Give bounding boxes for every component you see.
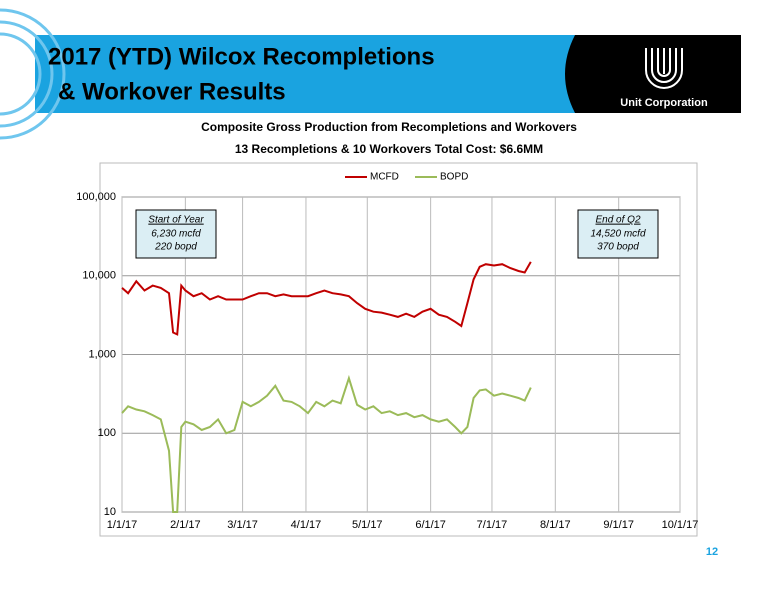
annotation-text: 14,520 mcfd: [590, 229, 645, 240]
y-tick-label: 10: [104, 506, 116, 518]
y-tick-label: 100: [98, 427, 116, 439]
legend-label: BOPD: [440, 172, 468, 183]
y-tick-label: 1,000: [88, 348, 116, 360]
annotation-text: 220 bopd: [154, 242, 197, 253]
page-number: 12: [706, 546, 718, 558]
logo-mark: [645, 48, 683, 89]
series-line: [121, 261, 532, 336]
slide-title: 2017 (YTD) Wilcox Recompletions: [48, 43, 435, 70]
x-tick-label: 2/1/17: [170, 519, 201, 531]
chart-subtitle: 13 Recompletions & 10 Workovers Total Co…: [235, 142, 543, 156]
x-tick-label: 5/1/17: [352, 519, 383, 531]
legend-label: MCFD: [370, 172, 399, 183]
annotation-text: 370 bopd: [597, 242, 639, 253]
x-tick-label: 1/1/17: [107, 519, 138, 531]
header-band: [35, 35, 575, 113]
annotation-box: [135, 209, 217, 259]
annotation-heading: End of Q2: [595, 215, 640, 226]
series-line: [121, 374, 532, 513]
y-tick-label: 10,000: [82, 270, 116, 282]
chart-title: Composite Gross Production from Recomple…: [201, 120, 577, 134]
x-tick-label: 10/1/17: [662, 519, 699, 531]
annotation-heading: Start of Year: [148, 215, 204, 226]
x-tick-label: 3/1/17: [227, 519, 258, 531]
y-tick-label: 100,000: [76, 191, 116, 203]
header-rings: [0, 8, 66, 140]
logo-text: Unit Corporation: [620, 97, 708, 109]
x-tick-label: 9/1/17: [603, 519, 634, 531]
chart-frame: [99, 162, 698, 537]
x-tick-label: 6/1/17: [415, 519, 446, 531]
x-tick-label: 4/1/17: [291, 519, 322, 531]
annotation-box: [577, 209, 659, 259]
x-tick-label: 7/1/17: [477, 519, 508, 531]
annotation-text: 6,230 mcfd: [151, 229, 201, 240]
slide-title: & Workover Results: [58, 78, 286, 105]
x-tick-label: 8/1/17: [540, 519, 571, 531]
